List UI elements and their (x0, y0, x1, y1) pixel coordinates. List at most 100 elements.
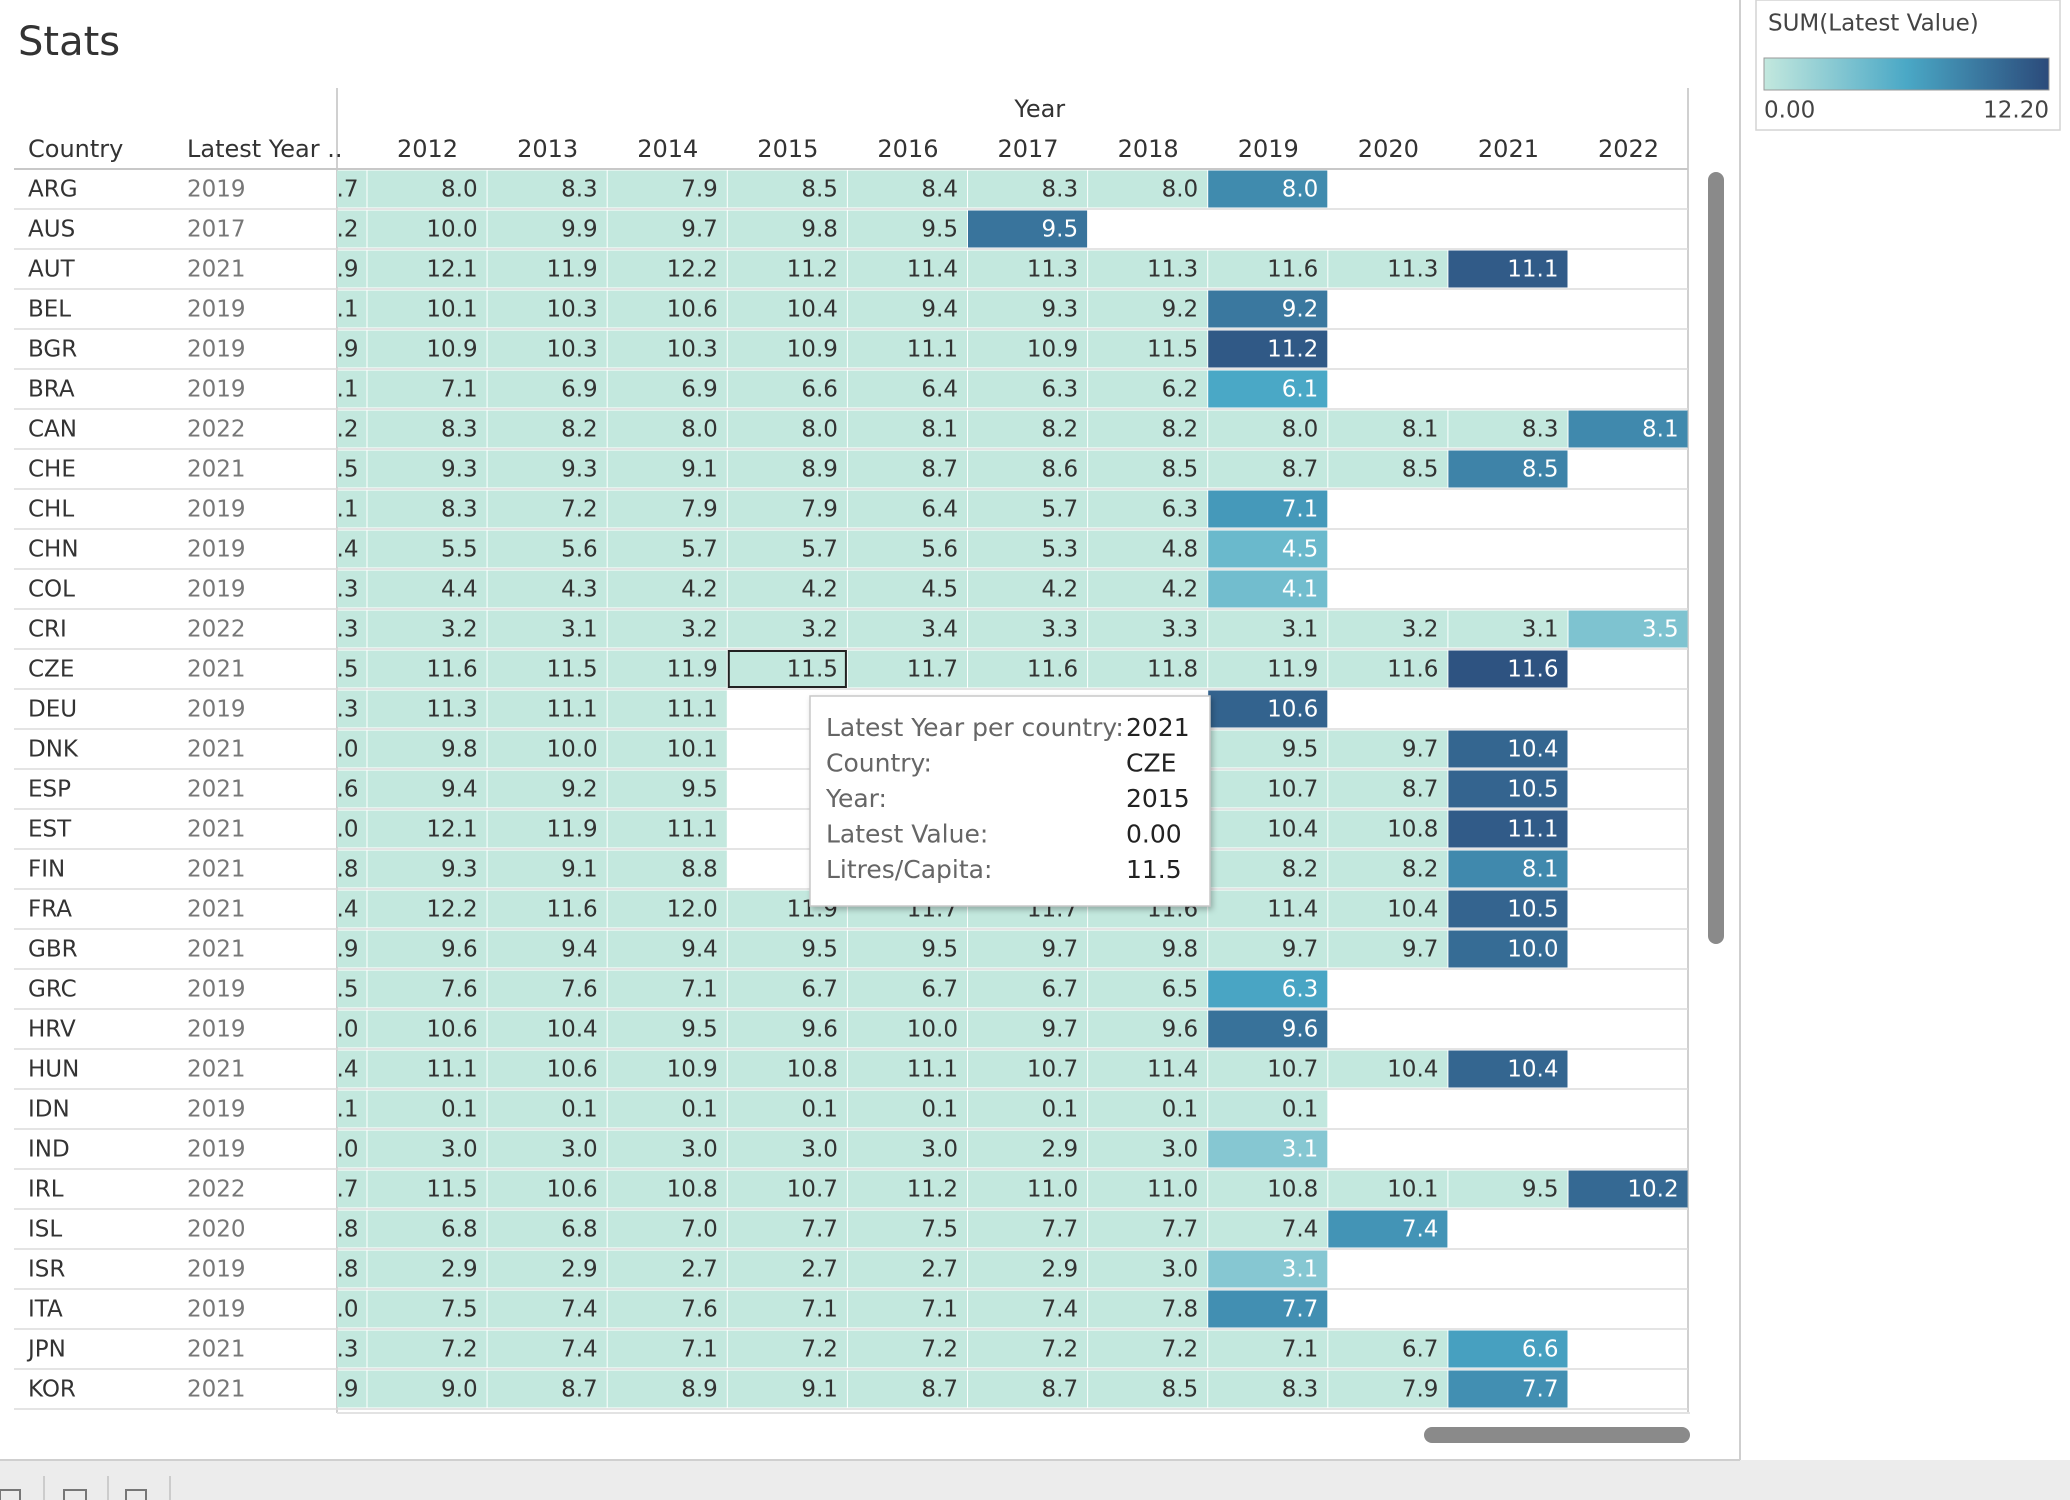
cell-value: 9.8 (801, 217, 838, 243)
country-label: GRC (28, 977, 77, 1003)
cell-value: 3.1 (1282, 1257, 1319, 1283)
latest-year: 2021 (187, 777, 246, 803)
cell (337, 1250, 367, 1288)
cell (1208, 650, 1328, 688)
vertical-scrollbar[interactable] (1708, 172, 1724, 944)
legend-max: 12.20 (1983, 98, 2049, 124)
cell (337, 970, 367, 1008)
dashboard-tab-icon[interactable] (63, 1489, 87, 1500)
sheet-tab-icon[interactable] (0, 1489, 21, 1500)
cell-value: .3 (337, 1337, 359, 1363)
cell (727, 930, 847, 968)
cell-value: .1 (337, 297, 359, 323)
cell-value: 8.0 (1282, 177, 1319, 203)
cell-value: 10.6 (1267, 697, 1318, 723)
cell-value: 3.0 (561, 1137, 598, 1163)
cell-value: 11.4 (1267, 897, 1318, 923)
tooltip-value: 0.00 (1126, 820, 1182, 849)
cell-value: 11.0 (1027, 1177, 1078, 1203)
latest-year: 2019 (187, 337, 246, 363)
cell (727, 210, 847, 248)
cell (727, 170, 847, 208)
cell-value: 9.5 (921, 217, 958, 243)
latest-year: 2021 (187, 1057, 246, 1083)
cell (1088, 970, 1208, 1008)
cell (487, 1370, 607, 1408)
cell-value: 7.4 (1402, 1217, 1439, 1243)
cell-value: 9.5 (1282, 737, 1319, 763)
cell (1208, 1170, 1328, 1208)
cell-value: 10.4 (1387, 1057, 1438, 1083)
cell-value: 9.5 (921, 937, 958, 963)
cell-value: 7.1 (1282, 497, 1319, 523)
cell-value: 11.9 (1267, 657, 1318, 683)
cell (1328, 930, 1448, 968)
cell-value: 5.6 (921, 537, 958, 563)
cell (367, 1290, 487, 1328)
cell-value: 8.8 (681, 857, 718, 883)
cell (367, 170, 487, 208)
latest-year: 2021 (187, 657, 246, 683)
cell-value: 5.7 (801, 537, 838, 563)
cell (847, 1130, 967, 1168)
cell (337, 850, 367, 888)
cell (968, 170, 1088, 208)
cell-value: 8.0 (1282, 417, 1319, 443)
cell (607, 810, 727, 848)
cell (968, 490, 1088, 528)
cell (367, 1170, 487, 1208)
cell (968, 1290, 1088, 1328)
cell-value: .9 (337, 257, 359, 283)
cell (607, 1090, 727, 1128)
cell (1328, 890, 1448, 928)
cell (1448, 250, 1568, 288)
cell-value: 8.3 (441, 497, 478, 523)
column-header: 2019 (1238, 135, 1299, 163)
cell (607, 1170, 727, 1208)
cell (1208, 1090, 1328, 1128)
cell-value: 11.6 (1387, 657, 1438, 683)
cell (1328, 730, 1448, 768)
cell-value: 7.9 (1402, 1377, 1439, 1403)
cell (337, 210, 367, 248)
cell (1208, 970, 1328, 1008)
latest-year: 2021 (187, 257, 246, 283)
cell-value: 10.8 (1387, 817, 1438, 843)
cell (337, 330, 367, 368)
latest-year: 2019 (187, 1257, 246, 1283)
cell-value: 8.5 (1162, 1377, 1199, 1403)
cell (968, 210, 1088, 248)
country-label: DNK (28, 737, 79, 763)
cell-value: 7.1 (1282, 1337, 1319, 1363)
cell-value: 6.7 (801, 977, 838, 1003)
cell (487, 770, 607, 808)
country-label: AUS (28, 217, 75, 243)
cell (1208, 330, 1328, 368)
cell (1208, 450, 1328, 488)
cell-value: 4.2 (681, 577, 718, 603)
cell-value: 2.7 (801, 1257, 838, 1283)
story-tab-icon[interactable] (125, 1489, 147, 1500)
cell-value: 11.1 (907, 337, 958, 363)
cell (1328, 770, 1448, 808)
cell-value: 5.7 (1042, 497, 1079, 523)
legend-min: 0.00 (1764, 98, 1815, 124)
cell-value: 11.9 (546, 257, 597, 283)
cell-value: 9.5 (681, 777, 718, 803)
latest-year: 2019 (187, 377, 246, 403)
horizontal-scrollbar[interactable] (1424, 1427, 1690, 1443)
cell (968, 1090, 1088, 1128)
cell-value: .0 (337, 737, 359, 763)
cell (1088, 490, 1208, 528)
cell-value: 7.7 (1162, 1217, 1199, 1243)
cell-value: 7.4 (561, 1337, 598, 1363)
tooltip-value: 2015 (1126, 784, 1190, 813)
cell-value: 4.2 (1042, 577, 1079, 603)
cell-value: 3.0 (1162, 1137, 1199, 1163)
latest-year: 2021 (187, 897, 246, 923)
cell (367, 290, 487, 328)
cell-value: 11.4 (1147, 1057, 1198, 1083)
cell-value: .7 (337, 1177, 359, 1203)
cell-value: 6.8 (441, 1217, 478, 1243)
cell (1208, 1330, 1328, 1368)
